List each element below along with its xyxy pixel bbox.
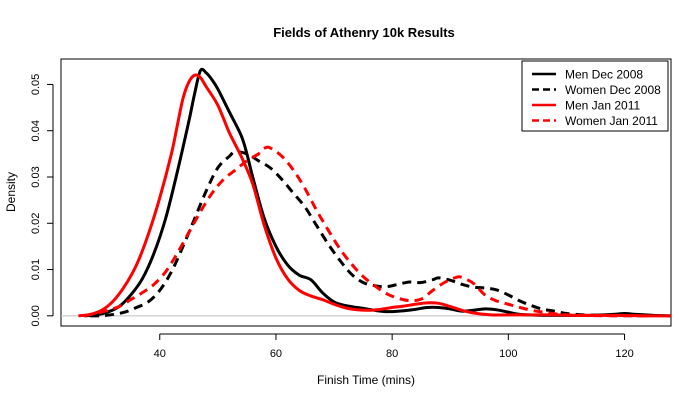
legend-label-women-dec-2008: Women Dec 2008 <box>565 83 661 97</box>
x-tick-label-80: 80 <box>386 348 398 360</box>
y-tick-label-4: 0.04 <box>30 120 42 141</box>
series-line-women-jan-2011 <box>83 145 648 318</box>
x-axis: 40 60 80 100 120 <box>154 333 634 360</box>
y-tick-label-1: 0.01 <box>30 259 42 280</box>
chart-title: Fields of Athenry 10k Results <box>273 25 455 40</box>
series-line-women-dec-2008 <box>90 149 648 318</box>
y-tick-label-3: 0.03 <box>30 166 42 187</box>
x-tick-label-40: 40 <box>154 348 166 360</box>
legend-label-women-jan-2011: Women Jan 2011 <box>565 114 658 128</box>
y-tick-label-5: 0.05 <box>30 74 42 95</box>
x-tick-label-60: 60 <box>270 348 282 360</box>
y-axis: 0.00 0.01 0.02 0.03 0.04 0.05 <box>30 74 54 327</box>
y-tick-label-0: 0.00 <box>30 305 42 326</box>
legend-label-men-jan-2011: Men Jan 2011 <box>565 99 640 113</box>
y-axis-label: Density <box>4 172 18 212</box>
x-axis-label: Finish Time (mins) <box>317 373 415 387</box>
x-tick-label-120: 120 <box>615 348 633 360</box>
series-line-men-jan-2011 <box>78 73 672 318</box>
legend-label-men-dec-2008: Men Dec 2008 <box>565 68 643 82</box>
x-tick-label-100: 100 <box>499 348 517 360</box>
y-tick-label-2: 0.02 <box>30 213 42 234</box>
series-layer <box>78 67 672 318</box>
plot-frame <box>60 58 672 327</box>
